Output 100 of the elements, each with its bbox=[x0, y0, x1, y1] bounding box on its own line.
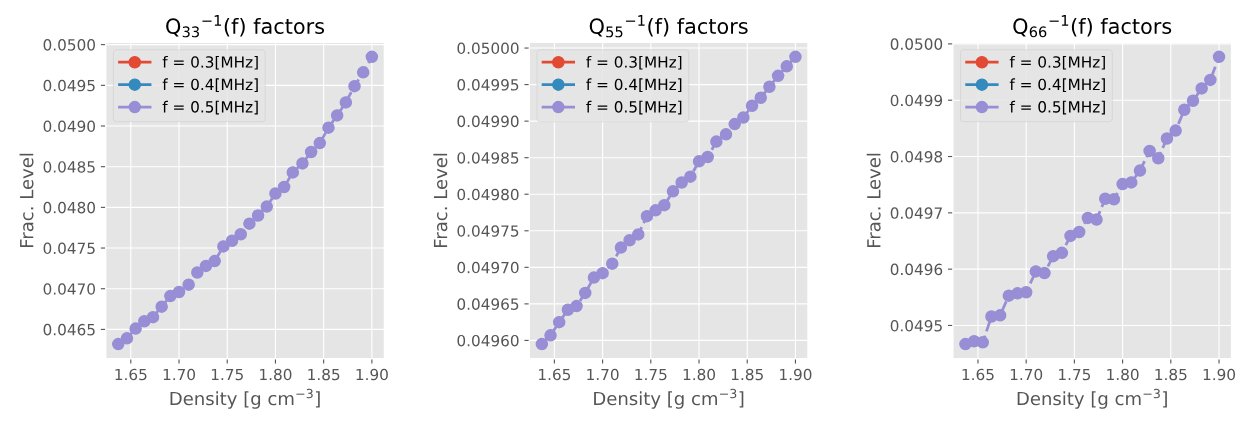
point bbox=[1055, 246, 1069, 260]
y-axis-title: Frac. Level bbox=[19, 153, 34, 247]
y-tick-label: 0.05000 bbox=[457, 42, 519, 55]
x-tick-label: 1.65 bbox=[962, 368, 994, 381]
y-tick-label: 0.0499 bbox=[890, 94, 943, 107]
y-tick-label: 0.04995 bbox=[457, 79, 519, 91]
y-tick-label: 0.0495 bbox=[43, 79, 95, 92]
point bbox=[684, 170, 697, 183]
point bbox=[217, 240, 230, 253]
point bbox=[243, 217, 256, 230]
chart-title: Q$_{66}$$^{−1}$(f) factors bbox=[1013, 15, 1172, 38]
x-axis-title: Density [g cm$^{−3}$] bbox=[1017, 388, 1167, 409]
point bbox=[710, 135, 723, 148]
point bbox=[658, 198, 671, 212]
point bbox=[745, 99, 759, 113]
point bbox=[365, 50, 379, 64]
y-tick-label: 0.04975 bbox=[457, 225, 519, 237]
point bbox=[1125, 176, 1138, 189]
legend-label: f = 0.3[MHz] bbox=[162, 55, 258, 70]
point bbox=[780, 60, 794, 73]
x-tick-label: 1.80 bbox=[683, 368, 716, 381]
legend-label: f = 0.3[MHz] bbox=[1009, 55, 1105, 70]
point bbox=[234, 227, 247, 241]
point bbox=[348, 79, 361, 93]
point bbox=[623, 234, 636, 247]
point bbox=[225, 234, 239, 247]
point bbox=[1186, 94, 1200, 108]
y-tick-label: 0.0485 bbox=[43, 161, 95, 173]
point bbox=[182, 278, 195, 291]
point bbox=[304, 145, 318, 159]
point bbox=[544, 329, 557, 342]
point bbox=[199, 259, 213, 273]
point bbox=[356, 66, 370, 79]
x-tick-label: 1.75 bbox=[1059, 368, 1091, 381]
x-tick-label: 1.90 bbox=[1203, 368, 1236, 381]
y-tick-label: 0.04980 bbox=[457, 188, 519, 201]
point bbox=[260, 200, 274, 213]
point bbox=[1152, 151, 1165, 165]
y-tick-label: 0.0497 bbox=[890, 207, 942, 219]
point bbox=[666, 185, 680, 198]
point bbox=[155, 300, 168, 313]
legend-label: f = 0.4[MHz] bbox=[162, 78, 258, 92]
y-axis-title: Frac. Level bbox=[866, 153, 881, 247]
point bbox=[172, 285, 186, 299]
x-tick-label: 1.75 bbox=[211, 368, 243, 381]
y-tick-label: 0.04965 bbox=[457, 298, 519, 310]
point bbox=[330, 109, 344, 122]
x-axis-title: Density [g cm$^{−3}$] bbox=[170, 388, 320, 409]
x-tick-label: 1.75 bbox=[635, 368, 667, 381]
point bbox=[605, 257, 619, 270]
point bbox=[614, 241, 628, 254]
point bbox=[1178, 103, 1191, 117]
point bbox=[789, 50, 802, 64]
legend-label: f = 0.5[MHz] bbox=[586, 100, 682, 115]
y-tick-label: 0.0470 bbox=[43, 283, 95, 295]
y-axis-title: Frac. Level bbox=[433, 153, 448, 247]
point bbox=[1169, 124, 1182, 137]
point bbox=[269, 187, 282, 200]
x-tick-label: 1.70 bbox=[587, 368, 619, 381]
point bbox=[208, 254, 221, 268]
y-tick-label: 0.0500 bbox=[890, 38, 943, 50]
y-tick-label: 0.04970 bbox=[457, 261, 519, 274]
point bbox=[313, 136, 327, 150]
point bbox=[112, 337, 125, 351]
x-tick-label: 1.85 bbox=[731, 368, 763, 381]
x-tick-label: 1.90 bbox=[356, 368, 388, 381]
point bbox=[701, 150, 714, 164]
x-tick-label: 1.65 bbox=[115, 368, 147, 381]
point bbox=[129, 322, 142, 335]
y-tick-label: 0.04990 bbox=[457, 115, 519, 128]
point bbox=[596, 266, 609, 280]
x-tick-label: 1.90 bbox=[780, 368, 812, 381]
point bbox=[976, 336, 990, 349]
point bbox=[771, 69, 785, 83]
point bbox=[1160, 132, 1174, 145]
x-tick-label: 1.80 bbox=[260, 368, 292, 381]
point bbox=[1090, 213, 1103, 226]
chart-title: Q$_{33}$$^{−1}$(f) factors bbox=[166, 15, 325, 38]
point bbox=[1195, 82, 1208, 95]
point bbox=[191, 266, 204, 279]
point bbox=[1038, 266, 1051, 280]
x-tick-label: 1.80 bbox=[1107, 368, 1139, 381]
point bbox=[719, 128, 733, 141]
point bbox=[737, 111, 750, 124]
y-tick-label: 0.0480 bbox=[43, 201, 95, 214]
legend-label: f = 0.3[MHz] bbox=[586, 55, 682, 70]
x-tick-label: 1.85 bbox=[1155, 368, 1187, 381]
y-tick-label: 0.0496 bbox=[890, 263, 943, 276]
chart-title: Q$_{55}$$^{−1}$(f) factors bbox=[589, 15, 748, 38]
legend-label: f = 0.5[MHz] bbox=[1009, 100, 1105, 115]
point bbox=[1204, 73, 1217, 87]
y-tick-label: 0.0490 bbox=[43, 120, 95, 133]
x-axis-title: Density [g cm$^{−3}$] bbox=[594, 388, 744, 409]
y-tick-label: 0.04985 bbox=[457, 152, 519, 164]
point bbox=[296, 157, 309, 170]
point bbox=[632, 228, 645, 241]
y-tick-label: 0.0495 bbox=[890, 319, 942, 332]
point bbox=[570, 299, 583, 313]
x-tick-label: 1.65 bbox=[539, 368, 571, 381]
point bbox=[1072, 225, 1086, 239]
